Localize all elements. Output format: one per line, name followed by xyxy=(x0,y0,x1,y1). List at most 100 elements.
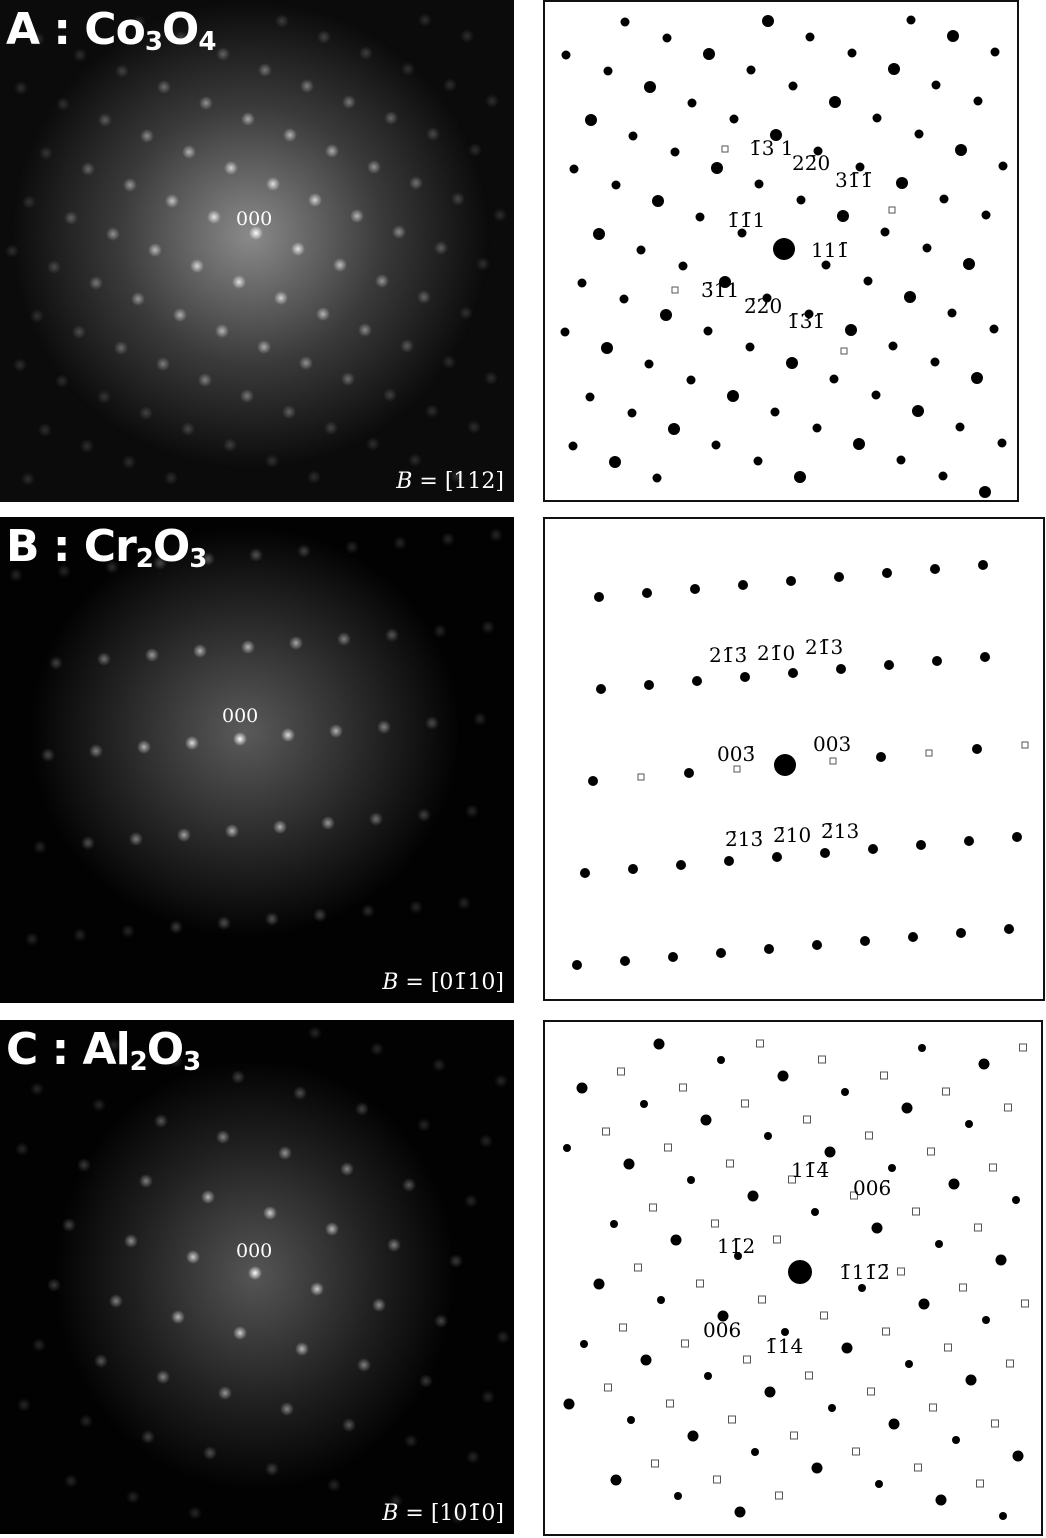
forbidden-reflection-marker xyxy=(852,1447,860,1456)
diffraction-spot xyxy=(824,1146,836,1158)
fft-spot xyxy=(409,900,423,914)
fft-spot xyxy=(308,1026,322,1040)
fft-spot xyxy=(233,1326,247,1340)
forbidden-reflection-marker xyxy=(664,1143,672,1152)
central-spot xyxy=(788,1260,812,1284)
forbidden-reflection-marker xyxy=(756,1039,764,1048)
forbidden-reflection-marker xyxy=(888,206,896,214)
fft-spot xyxy=(299,356,313,370)
diffraction-spot xyxy=(965,1374,977,1386)
fft-spot xyxy=(217,916,231,930)
diffraction-spot xyxy=(971,372,983,384)
fft-spot xyxy=(92,1098,106,1112)
diffraction-spot xyxy=(964,836,974,846)
fft-spot xyxy=(310,1282,324,1296)
fft-spot xyxy=(450,469,464,483)
fft-spot xyxy=(89,744,103,758)
diffraction-spot xyxy=(568,441,578,451)
fft-spot xyxy=(13,358,27,372)
diffraction-spot xyxy=(777,1070,789,1082)
diffraction-spot xyxy=(772,852,782,862)
fft-spot xyxy=(182,145,196,159)
diffraction-spot xyxy=(845,324,857,336)
fft-spot xyxy=(248,1266,262,1280)
fft-spot xyxy=(464,1194,478,1208)
diffraction-spot xyxy=(896,177,908,189)
fft-spot xyxy=(263,1206,277,1220)
forbidden-reflection-marker xyxy=(1006,1359,1014,1368)
forbidden-reflection-marker xyxy=(743,1355,751,1364)
index-label-b-5: 003 xyxy=(813,732,852,756)
fft-spot xyxy=(274,291,288,305)
diffraction-spot xyxy=(734,1252,742,1260)
diffraction-spot xyxy=(847,48,857,58)
fft-spot xyxy=(278,1146,292,1160)
fft-spot xyxy=(31,32,45,46)
fft-spot xyxy=(400,339,414,353)
fft-spot xyxy=(249,226,263,240)
fft-spot xyxy=(449,1254,463,1268)
fft-spot xyxy=(231,1070,245,1084)
fft-spot xyxy=(496,1330,510,1344)
diffraction-spot xyxy=(888,341,898,351)
diffraction-spot xyxy=(860,936,870,946)
diffraction-spot xyxy=(580,868,590,878)
fft-spot xyxy=(72,325,86,339)
forbidden-reflection-marker xyxy=(773,1235,781,1244)
diffraction-spot xyxy=(947,30,959,42)
diffraction-spot xyxy=(828,1404,836,1412)
fft-spot xyxy=(432,1058,446,1072)
fft-image-b: B : Cr2O3 000 B = [01̄10] xyxy=(0,517,514,1003)
fft-spot xyxy=(342,1418,356,1432)
diffraction-spot xyxy=(687,98,697,108)
diffraction-spot xyxy=(781,1328,789,1336)
forbidden-reflection-marker xyxy=(1021,741,1029,749)
fft-spot xyxy=(316,307,330,321)
diffraction-spot xyxy=(872,113,882,123)
fft-spots-b xyxy=(0,517,514,1003)
fft-spot xyxy=(25,932,39,946)
diffraction-spot xyxy=(724,856,734,866)
forbidden-reflection-marker xyxy=(1021,1299,1029,1308)
fft-spot xyxy=(293,1086,307,1100)
fft-spot xyxy=(156,357,170,371)
fft-spot xyxy=(419,1374,433,1388)
diffraction-spot xyxy=(764,944,774,954)
fft-spot xyxy=(367,160,381,174)
fft-spot xyxy=(433,624,447,638)
diffraction-spot xyxy=(963,258,975,270)
diffraction-spot xyxy=(764,1386,776,1398)
forbidden-reflection-marker xyxy=(974,1223,982,1232)
diffraction-spot xyxy=(1012,1196,1020,1204)
diffraction-spot xyxy=(914,129,924,139)
simulated-pattern-c: 11̄4̄ 006̄ 11̄2 1̄11̄2̄ 006 1̄14 xyxy=(543,1020,1043,1536)
diffraction-spot xyxy=(796,195,806,205)
fft-spot xyxy=(459,306,473,320)
fft-spot xyxy=(30,309,44,323)
fft-spot xyxy=(409,176,423,190)
forbidden-reflection-marker xyxy=(713,1475,721,1484)
index-label-b-6: 2̄13̄ xyxy=(725,827,764,851)
fft-spot xyxy=(154,1114,168,1128)
central-spot xyxy=(774,754,796,776)
fft-spot xyxy=(417,808,431,822)
fft-spot xyxy=(321,816,335,830)
forbidden-reflection-marker xyxy=(634,1263,642,1272)
fft-spot xyxy=(215,324,229,338)
diffraction-spot xyxy=(704,1372,712,1380)
fft-spot xyxy=(201,552,215,566)
diffraction-spot xyxy=(596,684,606,694)
diffraction-spot xyxy=(858,1284,866,1292)
diffraction-spot xyxy=(1012,832,1022,842)
fft-spot xyxy=(493,208,507,222)
index-label-a-3: 31̄1̄ xyxy=(835,168,874,192)
diffraction-spot xyxy=(888,1418,900,1430)
forbidden-reflection-marker xyxy=(925,749,933,757)
diffraction-spot xyxy=(868,844,878,854)
diffraction-spot xyxy=(884,660,894,670)
fft-spot xyxy=(190,259,204,273)
diffraction-spot xyxy=(812,423,822,433)
diffraction-spot xyxy=(948,1178,960,1190)
diffraction-spot xyxy=(939,194,949,204)
forbidden-reflection-marker xyxy=(803,1115,811,1124)
